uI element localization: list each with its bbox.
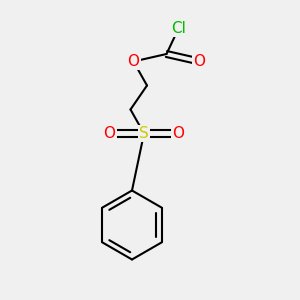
Text: Cl: Cl [171,21,186,36]
Text: O: O [172,126,184,141]
Text: O: O [128,54,140,69]
Text: O: O [103,126,116,141]
Text: S: S [139,126,149,141]
Text: O: O [194,54,206,69]
